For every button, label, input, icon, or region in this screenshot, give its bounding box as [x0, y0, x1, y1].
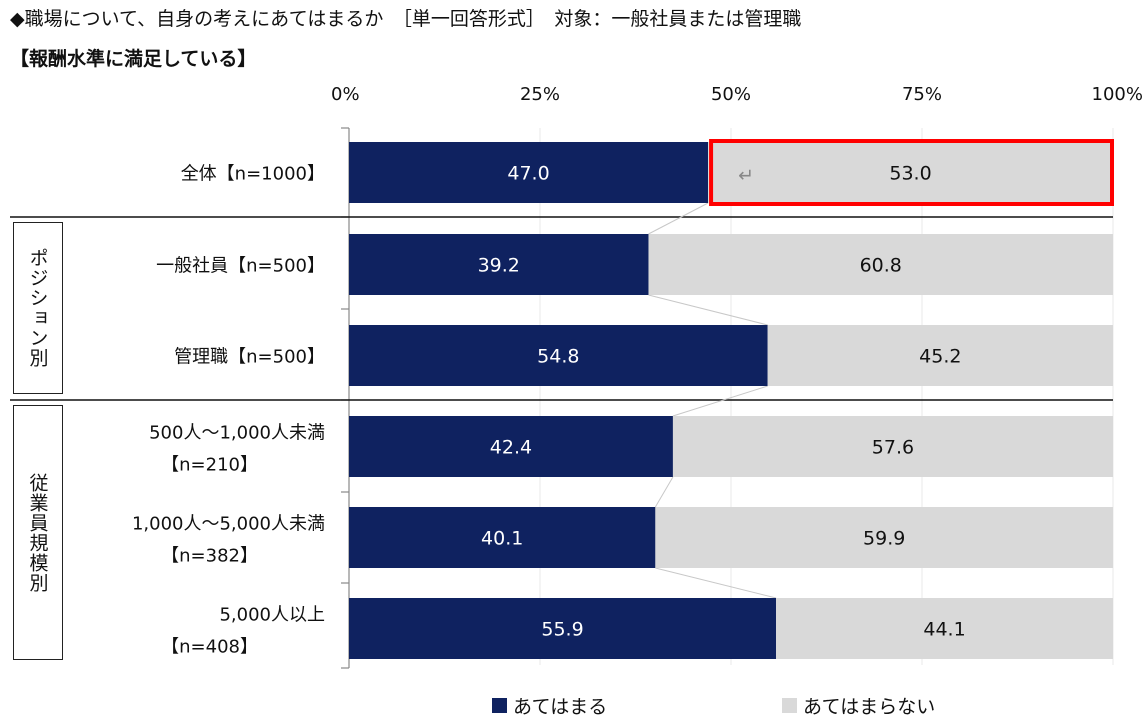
- row-label: 1,000人～5,000人未満: [132, 514, 325, 535]
- data-label: 57.6: [872, 437, 914, 459]
- group-label-company-size: 従業員規模別: [13, 405, 63, 660]
- bar-not-applies: [672, 416, 1113, 477]
- bar-applies: [349, 234, 649, 295]
- row-label-n: 【n=210】: [161, 455, 258, 476]
- data-label: 55.9: [541, 619, 583, 641]
- row-label-n: 【n=408】: [161, 637, 258, 658]
- series-connector: [648, 202, 709, 235]
- highlight-box: [709, 139, 1115, 206]
- chart-statement: 【報酬水準に満足している】: [10, 48, 257, 70]
- bar-not-applies: [776, 598, 1113, 659]
- row-label: 5,000人以上: [219, 605, 325, 626]
- data-label: 47.0: [507, 163, 549, 185]
- data-label: 39.2: [478, 255, 520, 277]
- row-label: 全体【n=1000】: [181, 164, 325, 185]
- stacked-bar-chart: 0% 25% 50% 75% 100% 47.0 53.0 全体【n=1000】 39.2 60.…: [10, 84, 1143, 669]
- bar-applies: [349, 598, 777, 659]
- bar-applies: [349, 416, 673, 477]
- bar-applies: [349, 325, 768, 386]
- x-tick-label: 50%: [711, 84, 751, 105]
- data-label: 53.0: [889, 163, 931, 185]
- legend-label-not-applies: あてはまらない: [803, 696, 936, 718]
- bar-not-applies: [767, 325, 1113, 386]
- x-tick-label: 75%: [902, 84, 942, 105]
- legend-item-applies: あてはまる: [492, 692, 607, 719]
- group-label-position: ポジション別: [13, 222, 63, 394]
- bar-applies: [349, 507, 656, 568]
- x-tick-label: 100%: [1092, 84, 1143, 105]
- legend-swatch-not-applies: [782, 698, 797, 713]
- x-tick-label: 0%: [331, 84, 360, 105]
- bar-not-applies: [648, 234, 1113, 295]
- data-label: 60.8: [860, 255, 902, 277]
- bar-not-applies: [708, 142, 1113, 203]
- bar-applies: [349, 142, 709, 203]
- data-label: 45.2: [919, 346, 961, 368]
- legend-item-not-applies: あてはまらない: [782, 692, 935, 719]
- x-tick-label: 25%: [520, 84, 560, 105]
- row-label-n: 【n=382】: [161, 546, 258, 567]
- series-connector: [648, 294, 768, 326]
- row-label: 500人～1,000人未満: [149, 423, 325, 444]
- data-label: 59.9: [863, 528, 905, 550]
- return-arrow-icon: ↵: [738, 165, 754, 187]
- series-connector: [654, 476, 674, 508]
- data-label: 42.4: [490, 437, 532, 459]
- row-label: 一般社員【n=500】: [156, 256, 325, 277]
- chart-question: ◆職場について、自身の考えにあてはまるか ［単一回答形式］ 対象：一般社員または…: [10, 8, 802, 30]
- bar-not-applies: [655, 507, 1113, 568]
- row-label: 管理職【n=500】: [174, 347, 325, 368]
- data-label: 44.1: [923, 619, 965, 641]
- series-connector: [672, 385, 768, 417]
- data-label: 40.1: [481, 528, 523, 550]
- series-connector: [655, 567, 777, 599]
- legend-swatch-applies: [492, 698, 507, 713]
- data-label: 54.8: [537, 346, 579, 368]
- legend-label-applies: あてはまる: [513, 696, 608, 718]
